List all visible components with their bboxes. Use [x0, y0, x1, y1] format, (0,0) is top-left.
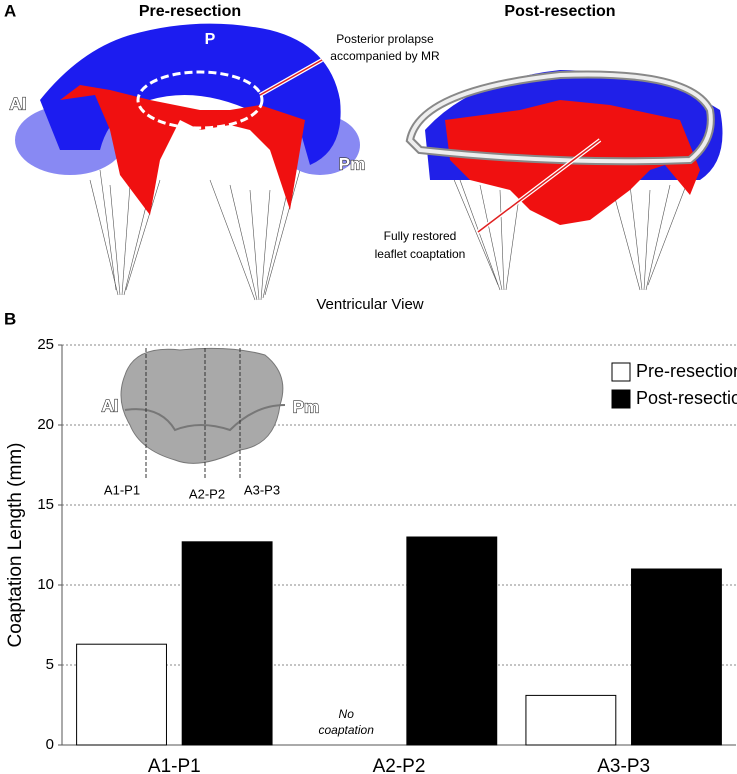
leaflet-label: P — [205, 31, 216, 48]
pre-valve — [15, 23, 360, 301]
chordae — [449, 169, 691, 291]
leaflet-label: Pm — [339, 154, 365, 173]
annotation: coaptation — [319, 723, 375, 737]
legend-label: Post-resection — [636, 388, 737, 408]
inset: A1-P1 A2-P2 A3-P3 Al Pm — [101, 347, 320, 501]
x-tick-label: A3-P3 — [597, 756, 650, 774]
caption: Ventricular View — [316, 296, 423, 313]
panel-b: B Coaptation Length (mm) 0 5 10 15 20 25 A1-P1… — [4, 309, 737, 774]
right-title: Post-resection — [504, 3, 615, 20]
y-tick-label: 15 — [37, 496, 54, 513]
x-tick-label: A1-P1 — [148, 756, 201, 774]
post-valve — [405, 70, 723, 291]
y-tick-label: 10 — [37, 576, 54, 593]
annotation: No — [339, 707, 355, 721]
annotation: Fully restored — [384, 229, 457, 243]
annotation: leaflet coaptation — [375, 247, 466, 261]
inset-label: A3-P3 — [244, 482, 280, 497]
left-title: Pre-resection — [139, 3, 241, 20]
legend-swatch — [611, 362, 631, 382]
inset-label: A1-P1 — [104, 482, 140, 497]
bar — [181, 541, 273, 746]
leaflet-label: Al — [10, 94, 27, 113]
panel-label: A — [4, 1, 16, 20]
bar — [525, 694, 617, 746]
bar — [76, 643, 167, 746]
panel-label: B — [4, 309, 16, 328]
x-tick-label: A2-P2 — [373, 756, 426, 774]
y-tick-label: 20 — [37, 416, 54, 433]
y-tick-label: 5 — [46, 656, 54, 673]
y-tick-label: 25 — [37, 336, 54, 353]
legend-swatch — [611, 389, 631, 409]
y-tick-label: 0 — [46, 736, 54, 753]
chordae — [89, 169, 301, 301]
inset-label: A2-P2 — [189, 486, 225, 501]
inset-label: Pm — [293, 397, 319, 416]
annotation: accompanied by MR — [330, 49, 440, 63]
annotation: Posterior prolapse — [336, 32, 434, 46]
bar — [631, 568, 722, 746]
panel-a: A Pre-resection Post-resection P Al Pm P… — [4, 1, 723, 313]
inset-label: Al — [102, 396, 119, 415]
y-axis-label: Coaptation Length (mm) — [5, 443, 26, 648]
bar — [406, 536, 498, 746]
legend-label: Pre-resection — [636, 361, 737, 381]
